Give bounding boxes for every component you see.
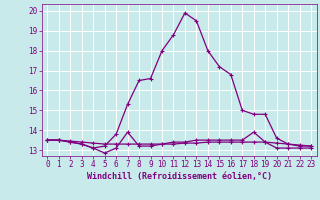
X-axis label: Windchill (Refroidissement éolien,°C): Windchill (Refroidissement éolien,°C) bbox=[87, 172, 272, 181]
